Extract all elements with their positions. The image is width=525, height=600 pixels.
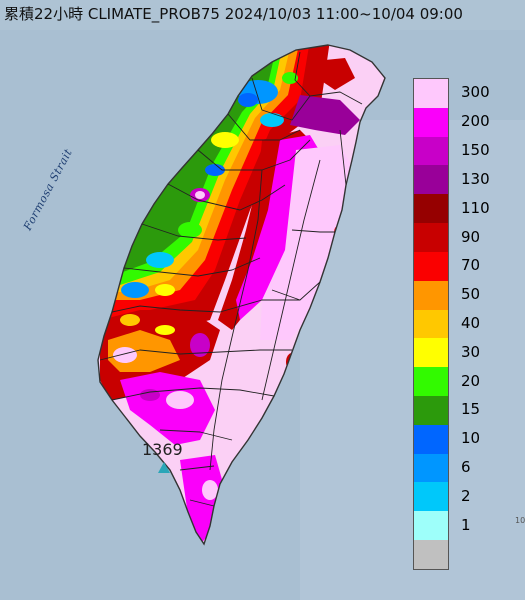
legend-label: 110 [461, 198, 490, 217]
edge-marker: 10 [515, 516, 525, 525]
legend-label: 30 [461, 342, 481, 361]
legend-colorbar [413, 78, 449, 570]
legend-label: 200 [461, 112, 490, 131]
legend-swatch [414, 107, 448, 137]
legend-swatch [414, 367, 448, 396]
legend-label: 300 [461, 83, 490, 102]
legend-swatch [414, 511, 448, 540]
legend-swatch [414, 223, 448, 252]
legend-label: 70 [461, 256, 481, 275]
legend-label: 90 [461, 227, 481, 246]
legend-swatch [414, 251, 448, 281]
legend-swatch [414, 424, 448, 454]
legend-swatch [414, 482, 448, 512]
legend-swatch [414, 280, 448, 310]
legend-swatch [414, 136, 448, 166]
legend-label: 40 [461, 314, 481, 332]
map-title: 累積22小時 CLIMATE_PROB75 2024/10/03 11:00~1… [4, 5, 463, 23]
station-marker-icon [158, 462, 170, 473]
legend-swatch [414, 395, 448, 425]
legend-label: 130 [461, 169, 490, 188]
legend-label: 2 [461, 486, 471, 505]
legend-swatch [414, 338, 448, 368]
legend-label: 50 [461, 285, 481, 304]
admin-borders [99, 51, 363, 507]
legend-label: 1 [461, 515, 471, 534]
legend-swatch [414, 453, 448, 483]
legend-label: 20 [461, 371, 481, 390]
legend-swatch [414, 194, 448, 224]
legend-label: 10 [461, 429, 481, 448]
legend: 300 200 150 130 110 90 70 50 40 30 20 15 10 6 2 1 [413, 78, 521, 570]
legend-swatch [414, 309, 448, 339]
station-value: 1369 [142, 440, 183, 459]
legend-swatch [414, 165, 448, 195]
legend-swatch [414, 540, 448, 569]
legend-label: 150 [461, 141, 490, 160]
legend-label: 15 [461, 400, 481, 419]
legend-swatch [414, 79, 448, 108]
legend-label: 6 [461, 458, 471, 477]
